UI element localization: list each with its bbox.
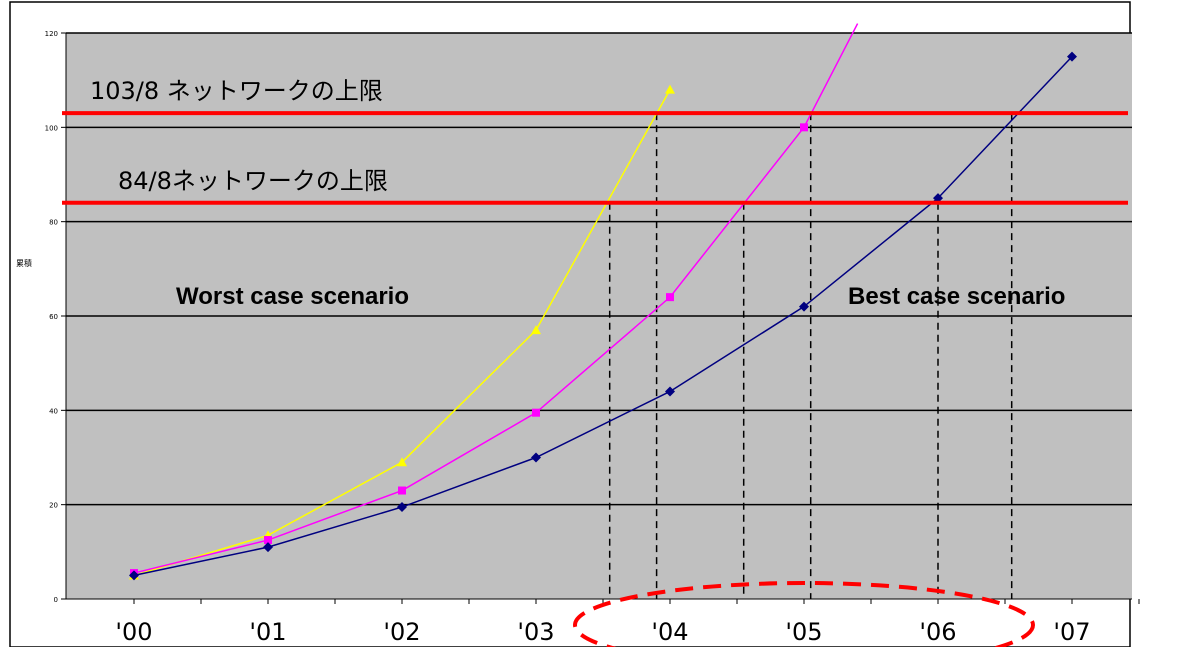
data-point-diamond [397, 502, 407, 513]
x-axis: '00 '01 '02 '03 '04 '05 '06 '07 [66, 598, 1140, 646]
x-tick-label: '07 [1053, 618, 1090, 646]
y-axis-label: 累積 [16, 258, 32, 268]
y-tick-label: 20 [49, 502, 58, 510]
data-point-diamond [799, 301, 809, 312]
dashed-vertical-lines [608, 113, 1013, 599]
data-point-triangle [665, 84, 675, 94]
data-point-square [666, 293, 674, 302]
y-tick-label: 120 [45, 30, 58, 38]
data-point-diamond [665, 386, 675, 397]
x-tick-label: '03 [517, 618, 554, 646]
data-point-triangle [397, 457, 407, 467]
x-tick-label: '01 [249, 618, 286, 646]
reference-lines: 103/8 ネットワークの上限 84/8ネットワークの上限 [62, 77, 1128, 205]
data-point-square [264, 536, 272, 545]
series-line-2 [133, 56, 1073, 577]
series-layer [129, 23, 1077, 581]
data-point-square [532, 408, 540, 417]
data-point-diamond [1067, 51, 1077, 62]
data-point-diamond [129, 570, 139, 581]
data-point-square [800, 123, 808, 132]
worst-case-label: Worst case scenario [176, 283, 409, 310]
y-tick-label: 40 [49, 407, 58, 415]
y-axis: 0 20 40 60 80 100 120 [45, 30, 67, 604]
x-tick-label: '00 [115, 618, 152, 646]
gridlines [66, 32, 1132, 506]
data-point-diamond [933, 193, 943, 204]
x-tick-label: '05 [785, 618, 822, 646]
y-tick-label: 80 [49, 219, 58, 227]
best-case-label: Best case scenario [848, 283, 1065, 310]
highlight-ellipse [573, 581, 1035, 647]
data-point-diamond [531, 452, 541, 463]
y-tick-label: 0 [54, 596, 58, 604]
highlight-ellipse-layer [573, 581, 1035, 647]
x-tick-label: '02 [383, 618, 420, 646]
reference-line-label-0: 103/8 ネットワークの上限 [90, 77, 383, 105]
data-point-diamond [263, 542, 273, 553]
reference-line-label-1: 84/8ネットワークの上限 [118, 167, 388, 195]
y-tick-label: 100 [45, 124, 58, 132]
x-tick-label: '06 [919, 618, 956, 646]
data-point-triangle [531, 325, 541, 335]
y-tick-label: 60 [49, 313, 58, 321]
data-point-square [398, 486, 406, 495]
x-tick-label: '04 [651, 618, 688, 646]
